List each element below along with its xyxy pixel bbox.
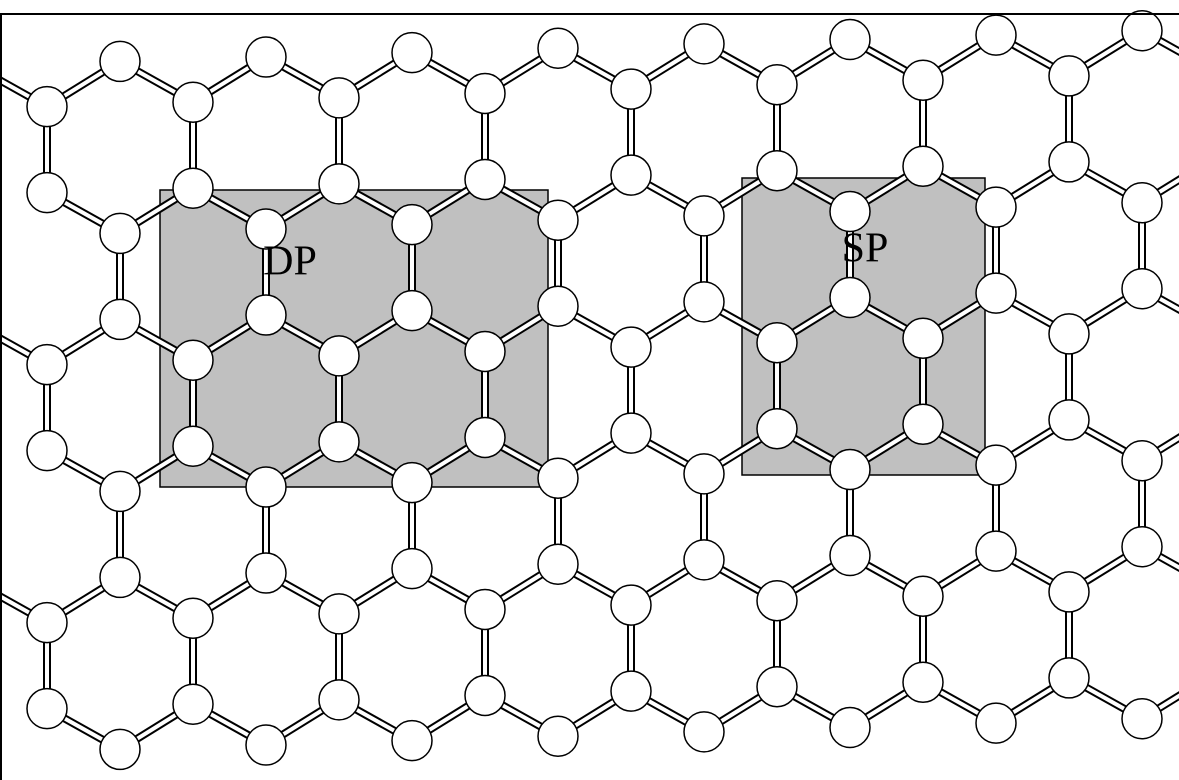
atom bbox=[392, 205, 432, 245]
atom bbox=[100, 213, 140, 253]
atom bbox=[903, 146, 943, 186]
atom bbox=[611, 69, 651, 109]
atom bbox=[173, 340, 213, 380]
atom bbox=[319, 78, 359, 118]
atom bbox=[830, 450, 870, 490]
atom bbox=[1049, 142, 1089, 182]
atom bbox=[1122, 11, 1162, 51]
atom bbox=[830, 20, 870, 60]
atom bbox=[319, 336, 359, 376]
atom bbox=[319, 164, 359, 204]
atom bbox=[465, 331, 505, 371]
atom bbox=[611, 327, 651, 367]
atom bbox=[392, 549, 432, 589]
atom bbox=[173, 426, 213, 466]
atom bbox=[173, 598, 213, 638]
atom bbox=[319, 594, 359, 634]
atom bbox=[319, 422, 359, 462]
atom bbox=[1122, 441, 1162, 481]
atom bbox=[100, 41, 140, 81]
atom bbox=[246, 37, 286, 77]
atom bbox=[611, 585, 651, 625]
atom bbox=[27, 603, 67, 643]
atom bbox=[1122, 183, 1162, 223]
dp-label: DP bbox=[263, 239, 317, 285]
atom bbox=[465, 73, 505, 113]
atom bbox=[27, 173, 67, 213]
atom bbox=[684, 24, 724, 64]
atom bbox=[611, 155, 651, 195]
atom bbox=[903, 318, 943, 358]
atom bbox=[976, 703, 1016, 743]
atom bbox=[465, 675, 505, 715]
atom bbox=[1122, 699, 1162, 739]
atom bbox=[392, 33, 432, 73]
atom bbox=[684, 454, 724, 494]
atom bbox=[465, 589, 505, 629]
atom bbox=[27, 431, 67, 471]
sp-label: SP bbox=[842, 226, 889, 272]
atom bbox=[903, 662, 943, 702]
atom bbox=[757, 151, 797, 191]
atom bbox=[757, 409, 797, 449]
atom bbox=[1122, 269, 1162, 309]
atom bbox=[392, 721, 432, 761]
atom bbox=[1049, 658, 1089, 698]
atom bbox=[538, 286, 578, 326]
atom bbox=[246, 295, 286, 335]
atom bbox=[319, 680, 359, 720]
atom bbox=[757, 581, 797, 621]
atom bbox=[830, 708, 870, 748]
atom bbox=[100, 557, 140, 597]
atom bbox=[392, 463, 432, 503]
atom bbox=[538, 458, 578, 498]
atom bbox=[976, 445, 1016, 485]
atom bbox=[1049, 400, 1089, 440]
atom bbox=[538, 28, 578, 68]
atom bbox=[465, 159, 505, 199]
atom bbox=[27, 345, 67, 385]
atom bbox=[684, 712, 724, 752]
atom bbox=[173, 82, 213, 122]
atom bbox=[976, 15, 1016, 55]
atom bbox=[27, 87, 67, 127]
atom bbox=[684, 196, 724, 236]
atom bbox=[903, 404, 943, 444]
atom bbox=[976, 531, 1016, 571]
atom bbox=[100, 729, 140, 769]
atom bbox=[538, 200, 578, 240]
atom bbox=[684, 540, 724, 580]
atom bbox=[976, 273, 1016, 313]
atom bbox=[1049, 572, 1089, 612]
atom bbox=[100, 471, 140, 511]
atom bbox=[757, 323, 797, 363]
page: DP SP (() => { const data = JSON.parse(d… bbox=[0, 0, 1179, 780]
atom bbox=[538, 716, 578, 756]
atom bbox=[1049, 56, 1089, 96]
atom bbox=[903, 576, 943, 616]
atom bbox=[757, 667, 797, 707]
atom bbox=[173, 684, 213, 724]
atom bbox=[538, 544, 578, 584]
atom bbox=[903, 60, 943, 100]
lattice-diagram: DP SP bbox=[0, 0, 1179, 780]
atom bbox=[173, 168, 213, 208]
atom bbox=[100, 299, 140, 339]
atom bbox=[757, 65, 797, 105]
atom bbox=[246, 467, 286, 507]
atom bbox=[246, 725, 286, 765]
atom bbox=[611, 671, 651, 711]
atom bbox=[465, 417, 505, 457]
atom bbox=[830, 278, 870, 318]
atom bbox=[830, 536, 870, 576]
atom bbox=[1049, 314, 1089, 354]
atom bbox=[246, 553, 286, 593]
atom bbox=[1122, 527, 1162, 567]
atom bbox=[976, 187, 1016, 227]
atom bbox=[611, 413, 651, 453]
atom bbox=[684, 282, 724, 322]
atom bbox=[27, 689, 67, 729]
atom bbox=[392, 291, 432, 331]
